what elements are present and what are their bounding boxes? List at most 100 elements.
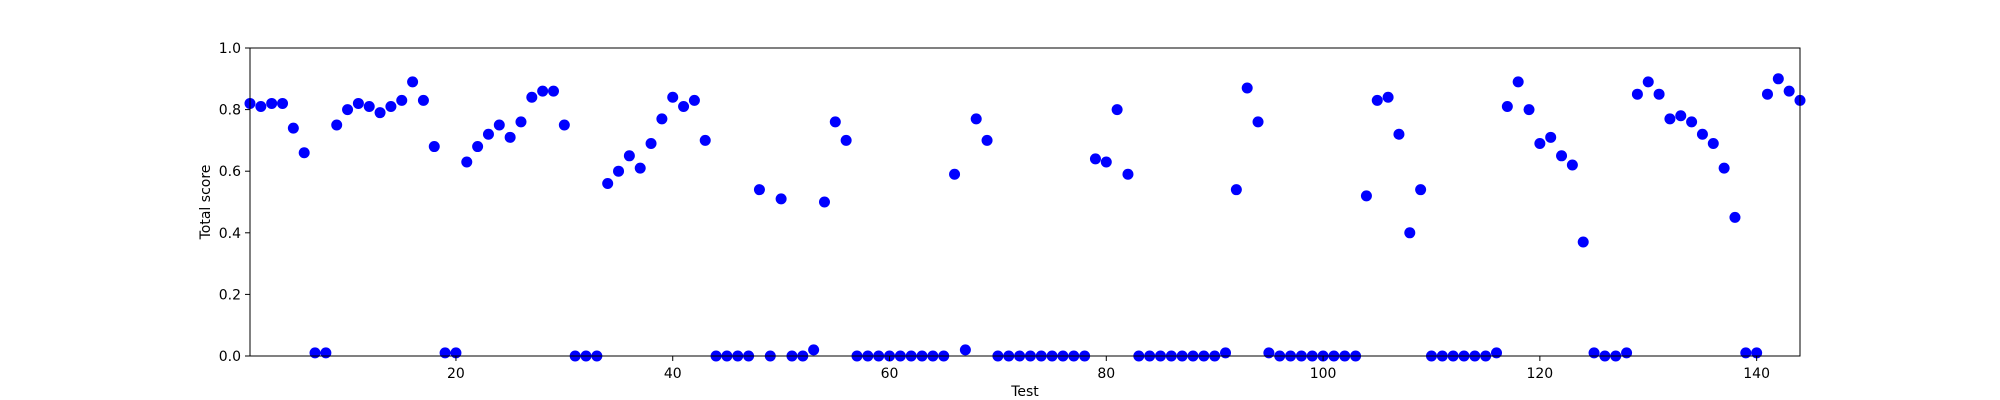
data-point	[840, 134, 852, 146]
data-point	[309, 347, 321, 359]
data-point	[1501, 101, 1513, 113]
data-point	[1512, 76, 1524, 88]
data-point	[352, 97, 364, 109]
data-point	[1360, 190, 1372, 202]
data-point	[1675, 110, 1687, 122]
data-point	[699, 134, 711, 146]
data-point	[1089, 153, 1101, 165]
data-point	[808, 344, 820, 356]
data-point	[1382, 91, 1394, 103]
data-point	[1404, 227, 1416, 239]
data-point	[1371, 94, 1383, 106]
x-tick-label: 40	[664, 366, 682, 382]
x-tick-label: 20	[447, 366, 465, 382]
data-point	[981, 134, 993, 146]
data-point	[753, 184, 765, 196]
data-point	[417, 94, 429, 106]
y-tick-label: 1.0	[219, 41, 241, 57]
data-point	[1241, 82, 1253, 94]
data-point	[407, 76, 419, 88]
data-point	[266, 97, 278, 109]
data-point	[320, 347, 332, 359]
x-tick-label: 80	[1097, 366, 1115, 382]
data-point	[818, 196, 830, 208]
data-point	[1577, 236, 1589, 248]
data-point	[342, 104, 354, 116]
data-point	[1230, 184, 1242, 196]
data-point	[396, 94, 408, 106]
data-point	[1252, 116, 1264, 128]
data-point	[1772, 73, 1784, 85]
data-point	[1621, 347, 1633, 359]
y-tick-label: 0.2	[219, 287, 241, 303]
y-axis: 0.0 0.2 0.4 0.6 0.8 1.0	[219, 41, 250, 365]
x-tick-label: 100	[1310, 366, 1337, 382]
data-point	[949, 168, 961, 180]
data-point	[537, 85, 549, 97]
data-point	[385, 101, 397, 113]
x-tick-label: 120	[1526, 366, 1553, 382]
data-point	[1631, 88, 1643, 100]
data-point	[1642, 76, 1654, 88]
data-point	[1783, 85, 1795, 97]
data-point	[1740, 347, 1752, 359]
data-point	[1545, 131, 1557, 143]
x-tick-label: 60	[881, 366, 899, 382]
data-point	[1696, 128, 1708, 140]
data-point	[439, 347, 451, 359]
data-point	[255, 101, 267, 113]
data-point	[526, 91, 538, 103]
data-point	[1263, 347, 1275, 359]
data-point	[1111, 104, 1123, 116]
data-point	[1729, 211, 1741, 223]
x-axis: 20 40 60 80 100 120 140	[447, 356, 1770, 382]
data-point	[775, 193, 787, 205]
data-point	[623, 150, 635, 162]
data-point	[1122, 168, 1134, 180]
data-point	[1523, 104, 1535, 116]
data-point	[602, 178, 614, 190]
y-axis-label: Total score	[198, 165, 214, 241]
data-point	[1588, 347, 1600, 359]
x-axis-label: Test	[1010, 384, 1039, 400]
data-point	[298, 147, 310, 159]
data-point	[645, 137, 657, 149]
x-tick-label: 140	[1743, 366, 1770, 382]
data-point	[667, 91, 679, 103]
data-point	[1534, 137, 1546, 149]
data-point	[1220, 347, 1232, 359]
data-point	[558, 119, 570, 131]
data-point	[1686, 116, 1698, 128]
data-point	[1393, 128, 1405, 140]
data-point	[1415, 184, 1427, 196]
data-point	[472, 141, 484, 153]
data-point	[1664, 113, 1676, 125]
data-point	[1761, 88, 1773, 100]
data-points	[244, 73, 1806, 362]
data-point	[970, 113, 982, 125]
data-point	[548, 85, 559, 97]
data-point	[374, 107, 386, 119]
data-point	[461, 156, 473, 168]
data-point	[331, 119, 343, 131]
y-tick-label: 0.4	[219, 226, 241, 242]
data-point	[493, 119, 505, 131]
data-point	[1556, 150, 1568, 162]
data-point	[363, 101, 375, 113]
data-point	[613, 165, 625, 177]
y-tick-label: 0.0	[219, 349, 241, 365]
data-point	[1491, 347, 1502, 359]
data-point	[1566, 159, 1578, 171]
data-point	[634, 162, 646, 174]
data-point	[1653, 88, 1665, 100]
data-point	[1707, 137, 1719, 149]
data-point	[1100, 156, 1112, 168]
y-tick-label: 0.6	[219, 164, 241, 180]
data-point	[482, 128, 494, 140]
data-point	[287, 122, 299, 134]
data-point	[829, 116, 841, 128]
data-point	[277, 97, 289, 109]
y-tick-label: 0.8	[219, 103, 241, 119]
data-point	[504, 131, 516, 143]
